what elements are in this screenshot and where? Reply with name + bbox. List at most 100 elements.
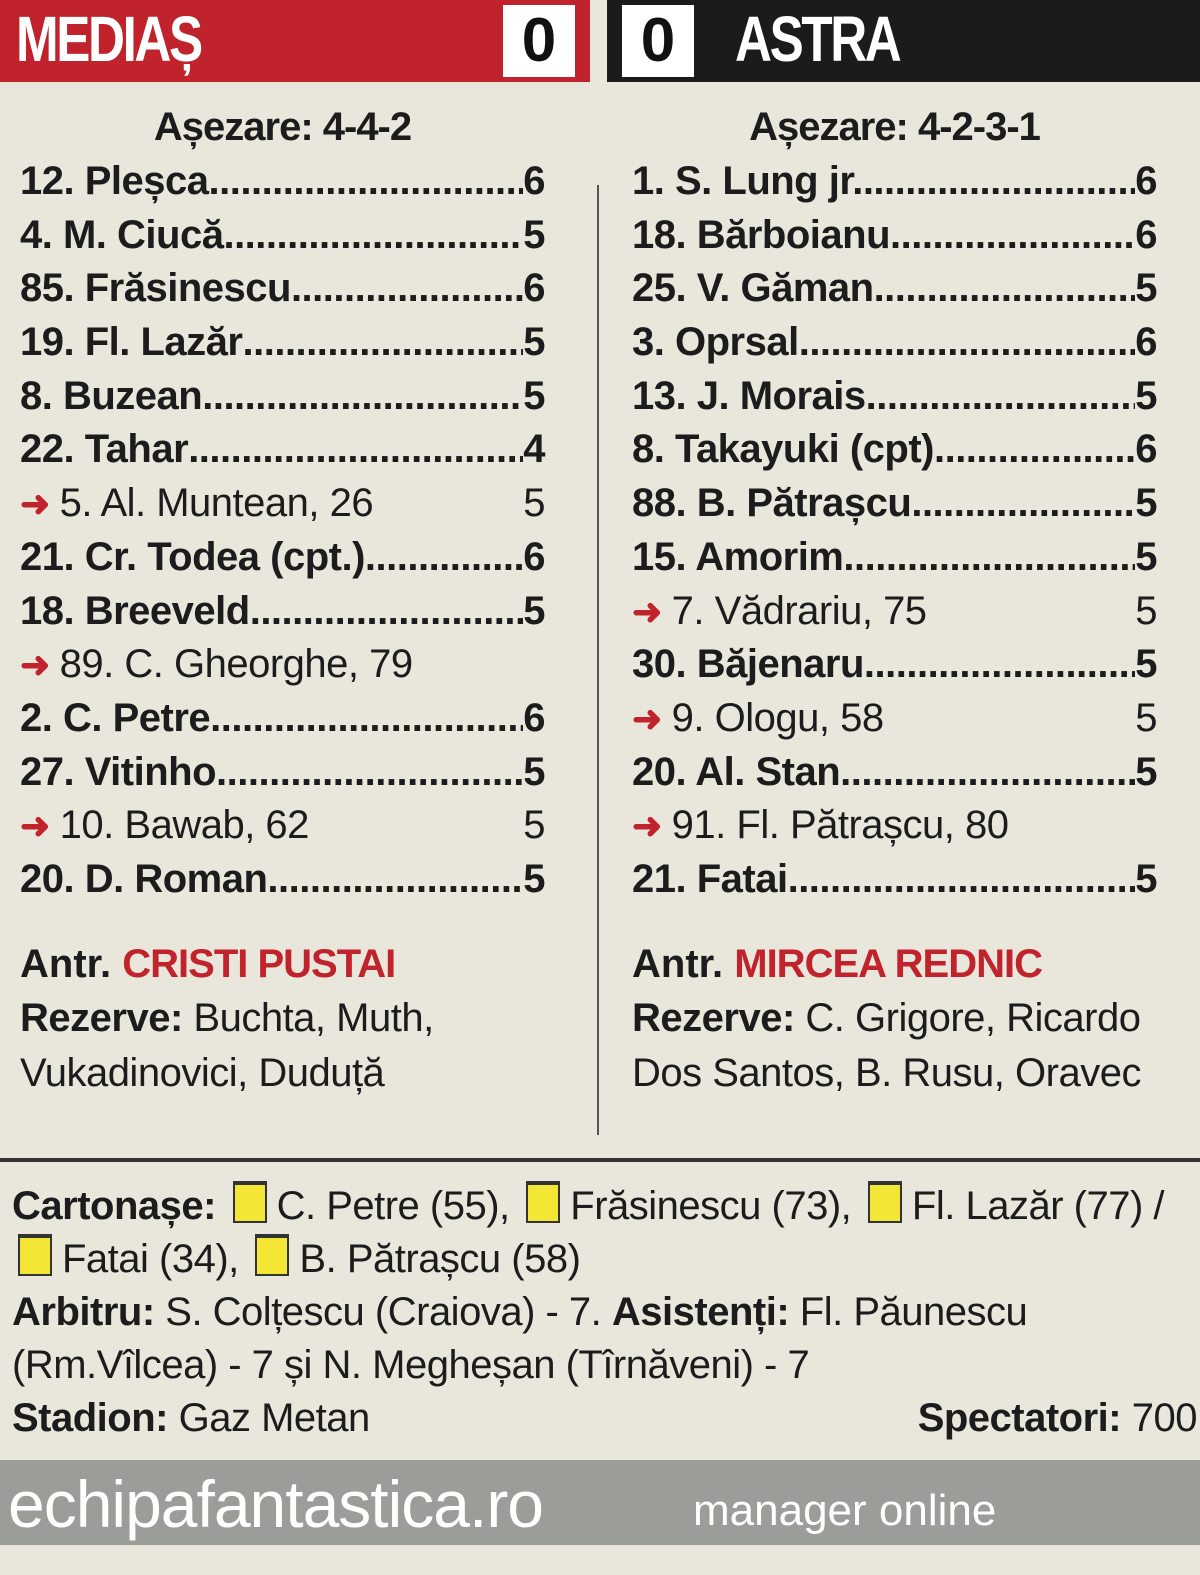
dot-leader <box>242 316 523 370</box>
player-name: 1. S. Lung jr. <box>632 159 863 203</box>
substitution-arrow-icon: ➜ <box>20 805 50 847</box>
home-formation: Așezare: 4-4-2 <box>153 105 412 149</box>
substitution-arrow-icon: ➜ <box>20 644 50 686</box>
player-rating: 5 <box>523 481 545 526</box>
substitute-row: ➜ 89. C. Gheorghe, 79 <box>20 638 545 692</box>
stadium-label: Stadion: <box>12 1396 168 1440</box>
player-rating: 5 <box>523 320 545 365</box>
player-row: 30. Băjenaru 5 <box>632 638 1157 692</box>
player-rating: 5 <box>1135 588 1157 633</box>
reserves-list: C. Grigore, Ricardo Dos Santos, B. Rusu,… <box>632 995 1141 1095</box>
dot-leader <box>890 209 1135 263</box>
substitution-arrow-icon: ➜ <box>632 805 662 847</box>
player-name: 21. Cr. Todea (cpt.) <box>20 534 365 579</box>
section-rule <box>0 1158 1200 1162</box>
player-name: 25. V. Găman <box>632 266 874 311</box>
player-row: 8. Takayuki (cpt) 6 <box>632 423 1157 477</box>
player-rating: 6 <box>523 159 545 203</box>
dot-leader <box>202 370 523 424</box>
player-row: 85. Frăsinescu 6 <box>20 262 545 316</box>
away-score: 0 <box>622 5 694 77</box>
away-coach: Antr. MIRCEA REDNIC <box>632 937 1157 991</box>
referee-line: Arbitru: S. Colțescu (Craiova) - 7. Asis… <box>12 1286 1197 1392</box>
player-row: 12. Pleșca 6 <box>20 155 545 209</box>
player-rating: 5 <box>523 588 545 633</box>
coach-name: CRISTI PUSTAI <box>122 941 396 986</box>
substitution-arrow-icon: ➜ <box>20 483 50 525</box>
dot-leader <box>843 531 1135 585</box>
player-rating: 5 <box>523 856 545 901</box>
player-row: 18. Bărboianu 6 <box>632 209 1157 263</box>
card-player: Fatai (34) <box>62 1237 229 1281</box>
player-name: 22. Tahar <box>20 427 189 472</box>
spectators-label: Spectatori: <box>917 1396 1122 1440</box>
dot-leader <box>291 262 523 316</box>
player-row: 3. Oprsal 6 <box>632 316 1157 370</box>
home-lineup: Așezare: 4-4-2 12. Pleșca64. M. Ciucă585… <box>20 100 545 1101</box>
home-team-header: MEDIAȘ 0 <box>0 0 590 82</box>
player-row: 25. V. Găman 5 <box>632 262 1157 316</box>
footer-banner: echipafantastica.ro manager online <box>0 1460 1200 1545</box>
player-name: 27. Vitinho <box>20 749 217 794</box>
player-name: 13. J. Morais <box>632 373 866 418</box>
player-name: 3. Oprsal <box>632 320 799 365</box>
player-rating: 6 <box>523 266 545 311</box>
player-row: 18. Breeveld 5 <box>20 585 545 639</box>
player-rating: 6 <box>1135 427 1157 472</box>
dot-leader <box>863 155 1135 209</box>
home-score: 0 <box>503 5 575 77</box>
player-name: 12. Pleșca <box>20 159 209 203</box>
card-player: Fl. Lazăr (77) <box>911 1184 1143 1228</box>
dot-leader <box>209 155 524 209</box>
substitution-arrow-icon: ➜ <box>632 697 662 739</box>
player-name: 5. Al. Muntean, 26 <box>59 481 374 526</box>
player-name: 91. Fl. Pătrașcu, 80 <box>671 803 1009 848</box>
yellow-card-icon <box>255 1234 290 1276</box>
dot-leader <box>267 853 523 907</box>
player-row: 20. Al. Stan 5 <box>632 746 1157 800</box>
reserves-list: Buchta, Muth, Vukadinovici, Duduță <box>20 995 434 1095</box>
dot-leader <box>223 209 523 263</box>
player-row: 20. D. Roman 5 <box>20 853 545 907</box>
player-rating: 6 <box>1135 159 1157 203</box>
reserves-label: Rezerve: <box>20 995 183 1040</box>
coach-name: MIRCEA REDNIC <box>734 941 1043 986</box>
dot-leader <box>874 262 1136 316</box>
player-rating: 5 <box>523 212 545 257</box>
reserves-label: Rezerve: <box>632 995 795 1040</box>
stadium-value: Gaz Metan <box>178 1396 371 1440</box>
home-team-name: MEDIAȘ <box>16 3 203 75</box>
player-rating: 5 <box>1135 534 1157 579</box>
match-info: Cartonașe: C. Petre (55), Frăsinescu (73… <box>12 1180 1198 1445</box>
cards-label: Cartonașe: <box>12 1184 216 1228</box>
card-player: Frăsinescu (73) <box>570 1184 841 1228</box>
player-name: 9. Ologu, 58 <box>671 695 884 740</box>
player-rating: 5 <box>523 373 545 418</box>
coach-label: Antr. <box>20 941 112 986</box>
player-name: 19. Fl. Lazăr <box>20 320 243 365</box>
player-name: 8. Takayuki (cpt) <box>632 427 934 472</box>
dot-leader <box>788 853 1136 907</box>
player-row: 4. M. Ciucă 5 <box>20 209 545 263</box>
player-rating: 5 <box>523 749 545 794</box>
column-divider <box>597 185 599 1135</box>
away-team-name: ASTRA <box>735 3 902 75</box>
home-coach: Antr. CRISTI PUSTAI <box>20 937 545 991</box>
player-row: 2. C. Petre 6 <box>20 692 545 746</box>
dot-leader <box>188 423 523 477</box>
player-name: 20. D. Roman <box>20 856 268 901</box>
player-name: 89. C. Gheorghe, 79 <box>59 642 413 687</box>
dot-leader <box>840 746 1135 800</box>
site-tagline: manager online <box>693 1486 997 1535</box>
player-row: 88. B. Pătrașcu 5 <box>632 477 1157 531</box>
player-row: 1. S. Lung jr. 6 <box>632 155 1157 209</box>
player-rating: 6 <box>1135 320 1157 365</box>
site-name[interactable]: echipafantastica.ro <box>8 1467 544 1541</box>
substitute-row: ➜ 7. Vădrariu, 75 5 <box>632 585 1157 639</box>
player-name: 30. Băjenaru <box>632 642 864 687</box>
player-rating: 6 <box>523 534 545 579</box>
card-player: C. Petre (55) <box>276 1184 500 1228</box>
player-rating: 5 <box>523 803 545 848</box>
substitute-row: ➜ 10. Bawab, 62 5 <box>20 799 545 853</box>
player-row: 13. J. Morais 5 <box>632 370 1157 424</box>
